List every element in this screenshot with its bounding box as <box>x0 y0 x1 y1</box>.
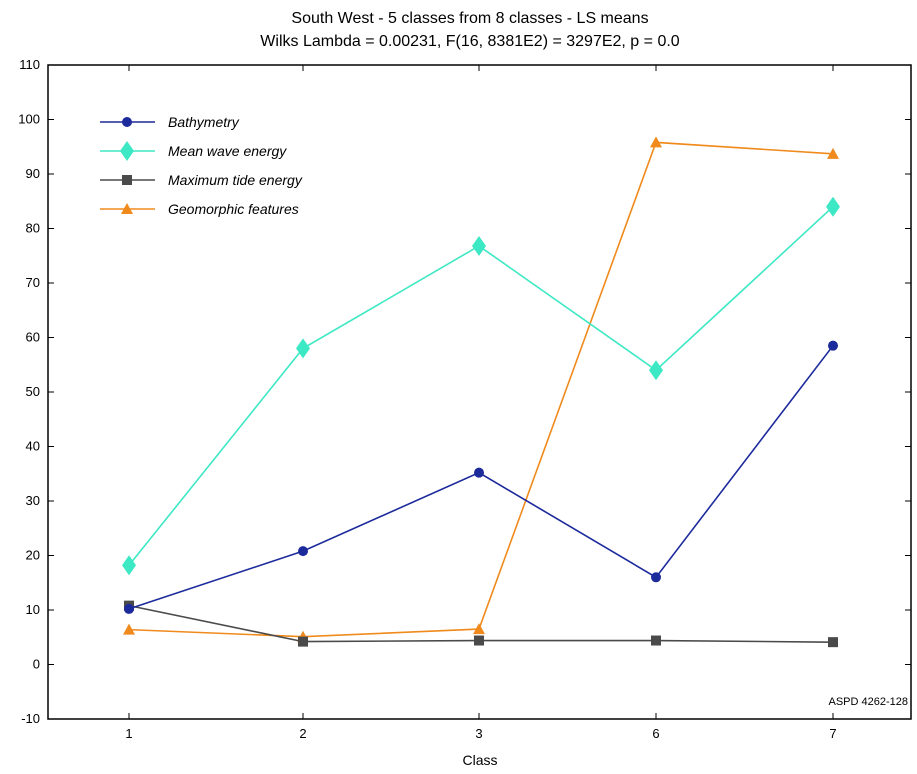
annotation-label: ASPD 4262-128 <box>829 696 909 708</box>
y-tick-label: 30 <box>26 493 40 508</box>
plot-frame <box>47 64 912 720</box>
y-tick-label: 100 <box>18 112 40 127</box>
data-point-geomorphic-features <box>123 623 135 635</box>
legend-item-geomorphic-features: Geomorphic features <box>100 201 299 217</box>
data-point-maximum-tide-energy <box>828 637 838 648</box>
x-axis: 1 2 3 6 7 <box>125 65 837 741</box>
y-tick-label: 60 <box>26 330 40 345</box>
y-tick-label: 50 <box>26 384 40 399</box>
data-point-mean-wave-energy <box>649 360 663 381</box>
x-tick-label: 6 <box>652 726 659 741</box>
data-point-mean-wave-energy <box>122 555 136 576</box>
y-tick-label: 110 <box>19 57 40 72</box>
y-tick-label: 40 <box>26 439 40 454</box>
legend-marker <box>122 117 132 127</box>
legend-label: Maximum tide energy <box>168 172 303 188</box>
y-tick-label: 10 <box>26 602 40 617</box>
series-layer <box>122 136 840 648</box>
data-point-maximum-tide-energy <box>651 635 661 646</box>
legend-marker <box>121 203 133 214</box>
legend-label: Geomorphic features <box>168 201 299 217</box>
x-tick-label: 7 <box>829 726 836 741</box>
chart-title: South West - 5 classes from 8 classes - … <box>291 10 648 27</box>
x-tick-label: 1 <box>125 726 132 741</box>
data-point-mean-wave-energy <box>472 235 486 256</box>
legend: Bathymetry Mean wave energy Maximum tide e… <box>100 114 303 217</box>
x-tick-label: 3 <box>475 726 482 741</box>
data-point-geomorphic-features <box>827 147 839 159</box>
legend-item-bathymetry: Bathymetry <box>100 114 240 130</box>
series-line-mean-wave-energy <box>128 206 834 566</box>
data-point-bathymetry <box>828 340 838 351</box>
y-tick-label: 70 <box>26 275 40 290</box>
legend-item-maximum-tide-energy: Maximum tide energy <box>100 172 303 188</box>
legend-marker <box>122 175 132 185</box>
x-tick-label: 2 <box>299 726 306 741</box>
data-point-bathymetry <box>298 546 308 557</box>
legend-item-mean-wave-energy: Mean wave energy <box>100 141 287 161</box>
legend-label: Bathymetry <box>168 114 240 130</box>
y-tick-label: 20 <box>26 548 40 563</box>
y-tick-label: -10 <box>21 711 40 726</box>
y-tick-label: 0 <box>33 657 40 672</box>
y-tick-label: 90 <box>26 166 40 181</box>
legend-label: Mean wave energy <box>168 143 287 159</box>
data-point-bathymetry <box>474 467 484 478</box>
data-point-bathymetry <box>651 572 661 583</box>
x-axis-label: Class <box>462 752 497 768</box>
y-tick-label: 80 <box>26 221 40 236</box>
series-mean-wave-energy <box>122 196 840 576</box>
data-point-geomorphic-features <box>650 136 662 148</box>
series-line-bathymetry <box>128 345 834 610</box>
data-point-bathymetry <box>124 603 134 614</box>
data-point-maximum-tide-energy <box>298 636 308 647</box>
legend-marker <box>120 141 134 161</box>
series-bathymetry <box>124 340 838 614</box>
data-point-mean-wave-energy <box>826 196 840 217</box>
chart-subtitle: Wilks Lambda = 0.00231, F(16, 8381E2) = … <box>260 33 679 50</box>
data-point-geomorphic-features <box>473 623 485 635</box>
y-axis: -10 0 10 20 30 40 50 60 70 80 90 100 110 <box>18 57 911 726</box>
data-point-mean-wave-energy <box>296 338 310 359</box>
data-point-maximum-tide-energy <box>474 635 484 646</box>
